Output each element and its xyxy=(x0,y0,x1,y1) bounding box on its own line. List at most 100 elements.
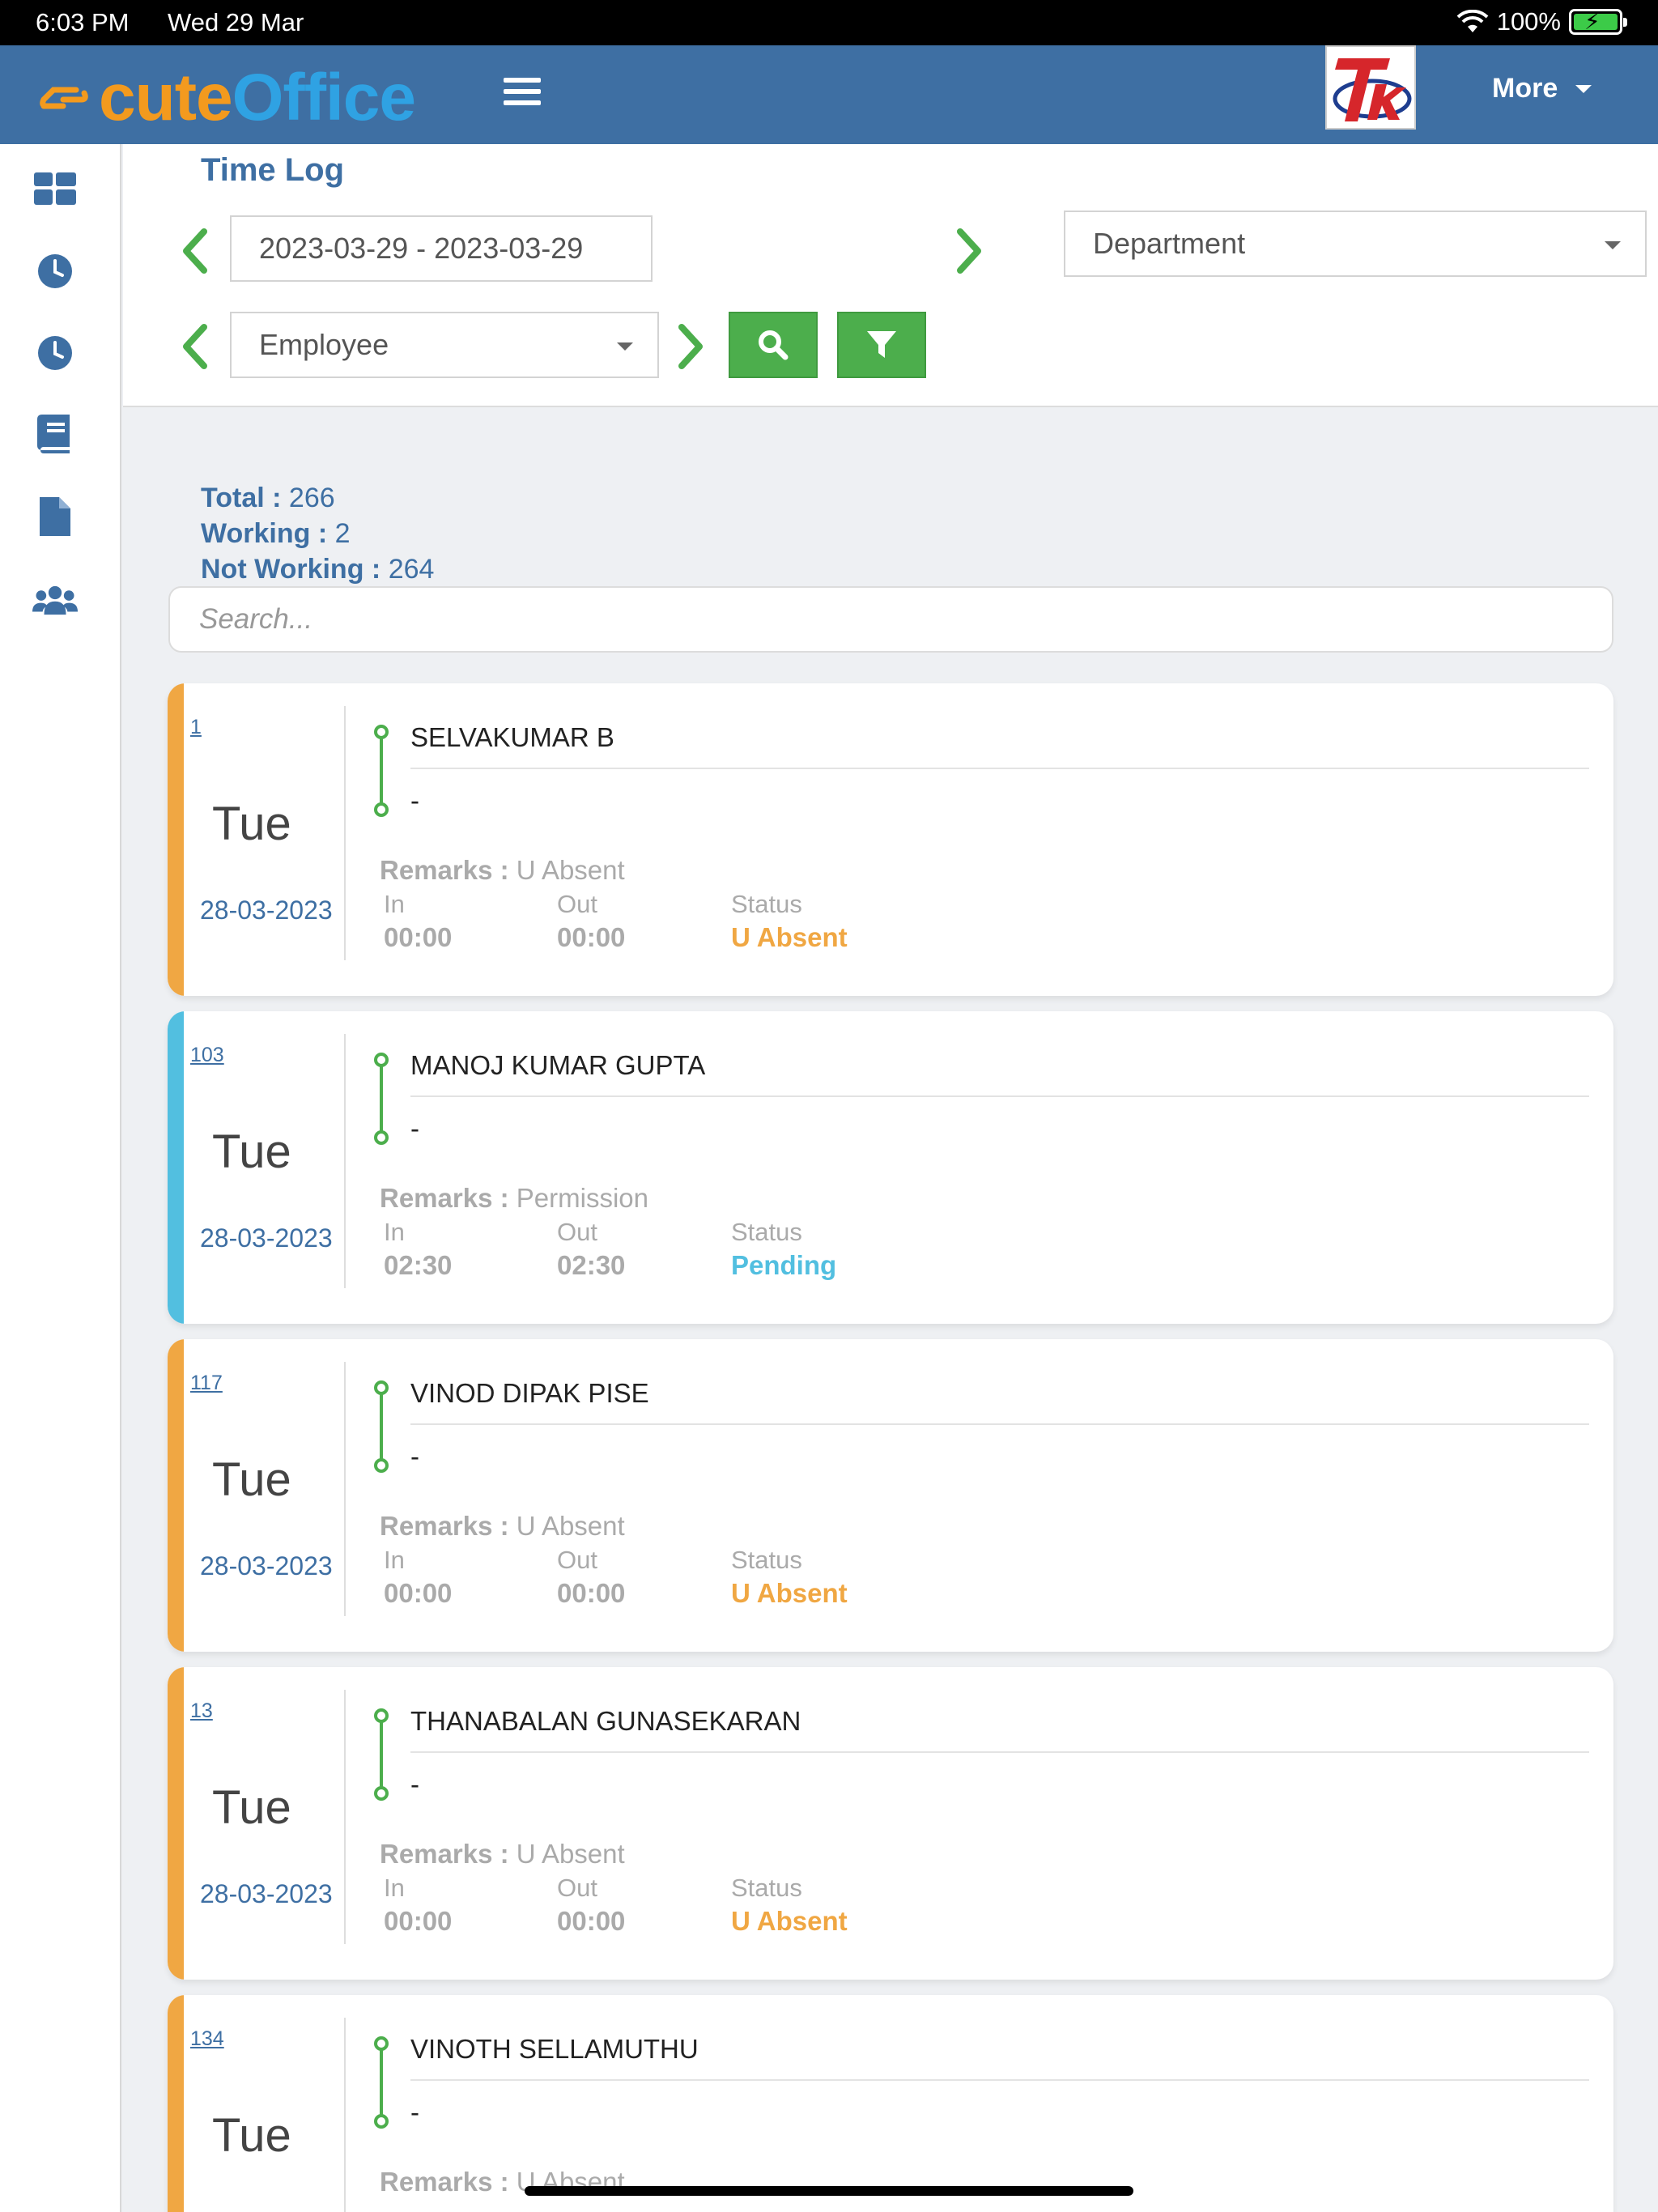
record-date: 28-03-2023 xyxy=(200,1223,333,1253)
summary-block: Total : 266 Working : 2 Not Working : 26… xyxy=(201,480,434,587)
search-button[interactable] xyxy=(729,312,818,378)
date-range-input[interactable]: 2023-03-29 - 2023-03-29 xyxy=(230,215,653,282)
employee-name: VINOD DIPAK PISE xyxy=(410,1378,649,1408)
in-label: In xyxy=(384,1546,405,1574)
sidebar xyxy=(0,144,121,2212)
app-logo[interactable]: cuteOffice xyxy=(39,60,416,136)
working-label: Working : xyxy=(201,518,328,549)
document-icon[interactable] xyxy=(32,496,78,537)
record-date: 28-03-2023 xyxy=(200,1551,333,1580)
home-indicator[interactable] xyxy=(525,2186,1133,2196)
record-date: 28-03-2023 xyxy=(200,895,333,925)
out-label: Out xyxy=(557,1874,597,1902)
out-value: 00:00 xyxy=(557,922,626,952)
search-icon xyxy=(759,330,789,360)
book-icon[interactable] xyxy=(32,414,78,454)
list-item[interactable]: 117 Tue 28-03-2023 VINOD DIPAK PISE - Re… xyxy=(168,1339,1613,1652)
in-value: 00:00 xyxy=(384,1578,453,1608)
divider xyxy=(410,1423,1589,1425)
divider xyxy=(410,768,1589,769)
page-title: Time Log xyxy=(201,152,345,188)
record-id-link[interactable]: 117 xyxy=(190,1372,223,1394)
status-label: Status xyxy=(731,1218,802,1246)
record-detail: - xyxy=(410,2097,419,2127)
employee-name: SELVAKUMAR B xyxy=(410,722,614,752)
status-value: Pending xyxy=(731,1250,837,1280)
filter-icon xyxy=(867,331,896,358)
battery-percent: 100% xyxy=(1496,7,1561,36)
in-value: 02:30 xyxy=(384,1250,453,1280)
list-item[interactable]: 1 Tue 28-03-2023 SELVAKUMAR B - Remarks … xyxy=(168,683,1613,996)
remarks: Remarks : U Absent xyxy=(380,1839,625,1870)
status-stripe xyxy=(168,1995,184,2212)
divider xyxy=(344,2018,346,2212)
wifi-icon xyxy=(1456,10,1489,32)
total-label: Total : xyxy=(201,483,282,513)
more-menu-button[interactable]: More xyxy=(1492,73,1592,104)
record-day: Tue xyxy=(212,798,291,850)
out-label: Out xyxy=(557,1546,597,1574)
status-value: U Absent xyxy=(731,1578,848,1608)
remarks-label: Remarks : xyxy=(380,1183,509,1213)
record-day: Tue xyxy=(212,2109,291,2162)
search-input[interactable]: Search... xyxy=(168,586,1613,653)
employee-name: MANOJ KUMAR GUPTA xyxy=(410,1050,706,1080)
divider xyxy=(410,2079,1589,2081)
employee-placeholder: Employee xyxy=(259,328,389,361)
chevron-left-icon[interactable] xyxy=(176,225,212,277)
users-icon[interactable] xyxy=(32,580,78,620)
app-header: cuteOffice More xyxy=(0,45,1658,144)
chevron-right-icon[interactable] xyxy=(674,321,709,372)
filter-button[interactable] xyxy=(837,312,926,378)
remarks-label: Remarks : xyxy=(380,2167,509,2197)
record-id-link[interactable]: 134 xyxy=(190,2027,224,2050)
chevron-right-icon[interactable] xyxy=(952,225,988,277)
list-item[interactable]: 13 Tue 28-03-2023 THANABALAN GUNASEKARAN… xyxy=(168,1667,1613,1980)
remarks-value: U Absent xyxy=(516,1839,625,1869)
in-value: 00:00 xyxy=(384,922,453,952)
status-time: 6:03 PM xyxy=(36,8,130,36)
record-detail: - xyxy=(410,1769,419,1799)
employee-name: VINOTH SELLAMUTHU xyxy=(410,2034,699,2064)
logo-text-cute: cute xyxy=(99,61,233,134)
remarks-value: U Absent xyxy=(516,855,625,885)
clock-icon[interactable] xyxy=(32,333,78,373)
status-value: U Absent xyxy=(731,1906,848,1936)
status-stripe xyxy=(168,1011,184,1324)
not-working-value: 264 xyxy=(388,554,435,585)
menu-toggle-icon[interactable] xyxy=(504,78,541,107)
timeline-icon xyxy=(374,1708,389,1801)
record-day: Tue xyxy=(212,1125,291,1178)
caret-down-icon xyxy=(617,342,633,351)
status-label: Status xyxy=(731,1546,802,1574)
list-item[interactable]: 103 Tue 28-03-2023 MANOJ KUMAR GUPTA - R… xyxy=(168,1011,1613,1324)
employee-select[interactable]: Employee xyxy=(230,312,659,378)
timeline-icon xyxy=(374,1053,389,1145)
status-stripe xyxy=(168,1339,184,1652)
remarks-label: Remarks : xyxy=(380,1511,509,1541)
working-value: 2 xyxy=(334,518,351,549)
timeline-icon xyxy=(374,2036,389,2129)
out-value: 00:00 xyxy=(557,1906,626,1936)
chevron-left-icon[interactable] xyxy=(176,321,212,372)
timeline-icon xyxy=(374,1380,389,1473)
record-id-link[interactable]: 13 xyxy=(190,1699,213,1722)
timeline-icon xyxy=(374,725,389,817)
record-id-link[interactable]: 1 xyxy=(190,716,202,738)
record-detail: - xyxy=(410,1113,419,1143)
remarks: Remarks : U Absent xyxy=(380,855,625,886)
divider xyxy=(410,1095,1589,1097)
in-label: In xyxy=(384,1218,405,1246)
remarks: Remarks : Permission xyxy=(380,1183,648,1214)
divider xyxy=(344,1034,346,1288)
clock-icon[interactable] xyxy=(32,251,78,291)
record-id-link[interactable]: 103 xyxy=(190,1044,224,1066)
out-value: 02:30 xyxy=(557,1250,626,1280)
status-label: Status xyxy=(731,890,802,918)
record-detail: - xyxy=(410,785,419,815)
dashboard-icon[interactable] xyxy=(32,168,78,209)
list-item[interactable]: 134 Tue 28-03-2023 VINOTH SELLAMUTHU - R… xyxy=(168,1995,1613,2212)
remarks-value: Permission xyxy=(516,1183,648,1213)
department-select[interactable]: Department xyxy=(1064,211,1647,277)
status-stripe xyxy=(168,1667,184,1980)
